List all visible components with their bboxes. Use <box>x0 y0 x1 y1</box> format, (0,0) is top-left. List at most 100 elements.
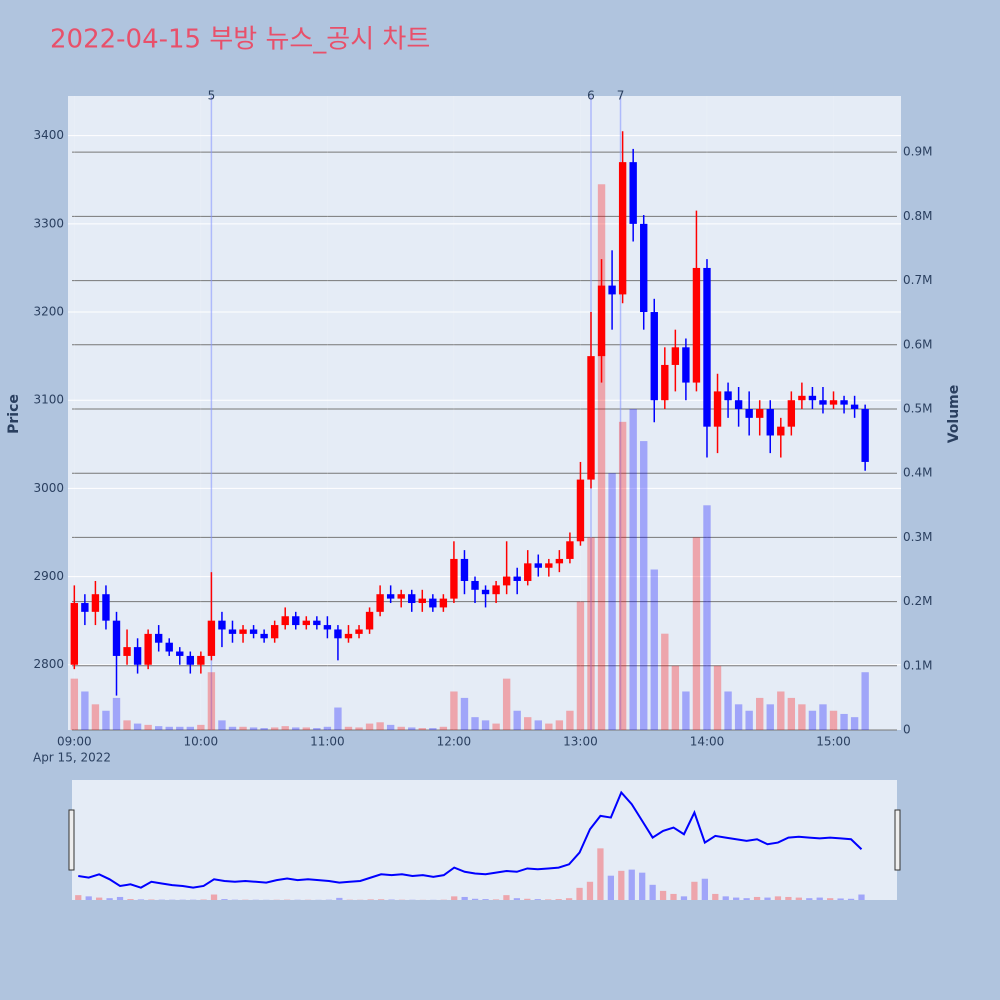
volume-bar <box>492 723 500 730</box>
slider-volume-bar <box>649 884 656 900</box>
slider-volume-bar <box>743 898 750 900</box>
slider-volume-bar <box>733 897 740 900</box>
candle-body <box>808 395 817 401</box>
candle-body <box>766 409 774 436</box>
slider-handle[interactable] <box>68 809 75 871</box>
candle-body <box>724 391 732 401</box>
slider-volume-bar <box>753 896 761 900</box>
candle-body <box>302 620 310 626</box>
candle-body <box>365 611 374 630</box>
x-tick-label: 10:00 <box>184 735 219 749</box>
slider-volume-bar <box>795 897 802 900</box>
slider-volume-bar <box>106 898 113 900</box>
volume-bar <box>365 723 374 730</box>
y2-tick-label: 0.2M <box>903 594 932 608</box>
volume-bar <box>756 697 764 730</box>
candle-body <box>91 594 100 612</box>
y2-tick-label: 0.5M <box>903 401 932 415</box>
candle-body <box>450 558 458 599</box>
x-tick-label: 14:00 <box>690 735 725 749</box>
candle-body <box>429 598 437 608</box>
candle-body <box>682 347 690 383</box>
volume-bar <box>439 726 448 730</box>
volume-bar <box>144 724 152 730</box>
candle-body <box>692 267 701 383</box>
candle-body <box>576 479 585 542</box>
slider-volume-bar <box>586 881 594 900</box>
slider-volume-bar <box>524 898 531 900</box>
y-tick-label: 3400 <box>33 128 64 142</box>
news-label: 5 <box>208 89 216 103</box>
y2-tick-label: 0.8M <box>903 209 932 223</box>
y2-tick-label: 0.1M <box>903 658 932 672</box>
slider-volume-bar <box>367 899 374 900</box>
slider-volume-bar <box>774 896 782 900</box>
candle-body <box>787 400 796 427</box>
volume-bar <box>618 421 627 730</box>
candle-body <box>471 580 479 590</box>
volume-bar <box>355 727 363 730</box>
candle-body <box>334 629 342 639</box>
volume-bar <box>334 707 342 730</box>
slider-volume-bar <box>482 899 489 900</box>
volume-bar <box>112 697 121 730</box>
slider-volume-bar <box>847 898 855 900</box>
range-slider[interactable] <box>72 780 897 900</box>
candle-body <box>207 620 216 656</box>
volume-bar <box>270 727 279 730</box>
y2-tick-label: 0.4M <box>903 466 932 480</box>
candle-body <box>70 603 79 665</box>
candle-body <box>734 400 743 410</box>
candle-body <box>102 594 110 621</box>
slider-volume-bar <box>116 896 124 900</box>
slider-volume-bar <box>127 899 134 900</box>
x-tick-label: 12:00 <box>437 735 472 749</box>
volume-bar <box>766 704 774 730</box>
candle-body <box>850 404 859 410</box>
volume-bar <box>713 665 722 730</box>
volume-bar <box>724 691 732 730</box>
y2-tick-label: 0.6M <box>903 337 932 351</box>
candle-body <box>133 647 142 665</box>
candle-body <box>260 633 268 639</box>
x-tick-label: 15:00 <box>816 735 851 749</box>
y-tick-label: 3300 <box>33 216 64 230</box>
volume-bar <box>207 672 216 730</box>
volume-bar <box>91 704 100 730</box>
slider-volume-bar <box>639 872 646 900</box>
slider-handle[interactable] <box>894 809 901 871</box>
volume-bar <box>576 601 585 730</box>
candle-body <box>397 594 405 599</box>
candle-body <box>819 400 827 405</box>
volume-bar <box>386 724 395 730</box>
volume-bar <box>460 697 469 730</box>
candle-body <box>112 620 121 656</box>
volume-bar <box>429 728 437 730</box>
slider-volume-bar <box>680 896 688 900</box>
volume-bar <box>819 704 827 730</box>
y-tick-label: 3200 <box>33 305 64 319</box>
candle-body <box>408 594 416 604</box>
slider-volume-bar <box>806 898 813 900</box>
volume-bar <box>650 569 658 730</box>
volume-bar <box>70 678 79 730</box>
candle-body <box>270 625 279 639</box>
volume-bar <box>555 720 564 730</box>
slider-volume-bar <box>576 887 583 900</box>
volume-bar <box>640 441 648 730</box>
slider-volume-bar <box>85 896 92 900</box>
y2-tick-label: 0.7M <box>903 273 932 287</box>
volume-bar <box>850 717 859 730</box>
volume-bar <box>513 710 521 730</box>
slider-volume-bar <box>377 899 385 900</box>
x-tick-label: 13:00 <box>563 735 598 749</box>
y2-axis-title: Volume <box>946 385 962 444</box>
candle-body <box>703 267 711 427</box>
slider-volume-bar <box>712 893 719 900</box>
volume-bar <box>123 720 131 730</box>
plot-area <box>68 96 901 730</box>
volume-bar <box>133 723 142 730</box>
candle-body <box>840 400 848 405</box>
y-tick-label: 2800 <box>33 657 64 671</box>
candle-body <box>481 589 490 595</box>
